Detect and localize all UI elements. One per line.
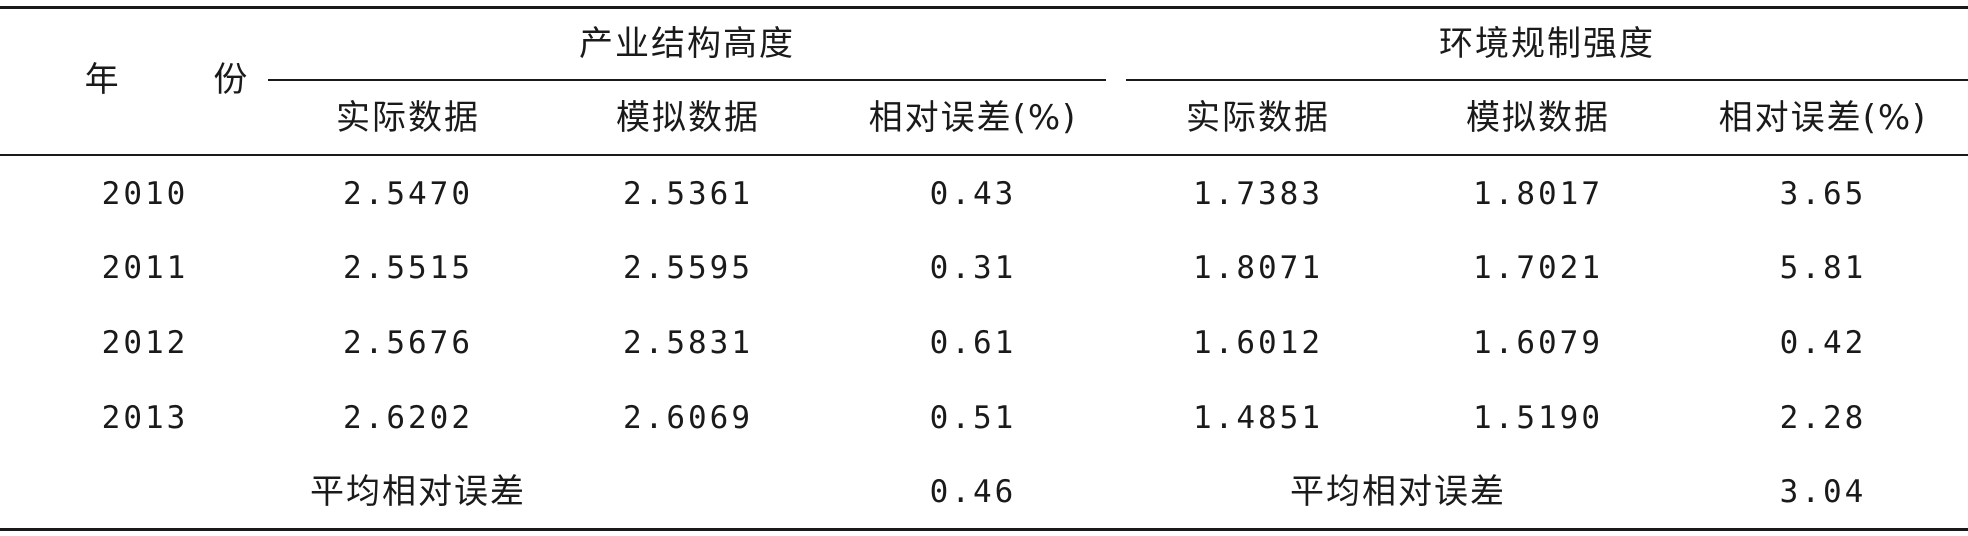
table-row-year: 2011 — [101, 249, 189, 286]
table-cell: 1.8017 — [1473, 175, 1603, 212]
summary-left-label: 平均相对误差 — [310, 472, 526, 512]
table-cell: 2.5595 — [623, 249, 753, 286]
table-cell: 2.28 — [1779, 399, 1867, 436]
table-top-rule — [0, 6, 1968, 9]
table-row-year: 2013 — [101, 399, 189, 436]
header-bottom-rule — [0, 154, 1968, 156]
table-cell: 0.42 — [1779, 324, 1867, 361]
subheader-left-simulated: 模拟数据 — [616, 98, 760, 138]
table-cell: 1.8071 — [1193, 249, 1323, 286]
summary-right-label: 平均相对误差 — [1290, 472, 1506, 512]
table-cell: 2.5831 — [623, 324, 753, 361]
group-right-underline — [1126, 79, 1968, 81]
table-cell: 1.6012 — [1193, 324, 1323, 361]
table-row-year: 2012 — [101, 324, 189, 361]
subheader-right-actual: 实际数据 — [1186, 98, 1330, 138]
year-column-header: 年 份 — [84, 60, 290, 100]
group-left-underline — [268, 79, 1106, 81]
group-header-industrial-structure: 产业结构高度 — [579, 24, 795, 64]
table-cell: 2.5676 — [343, 324, 473, 361]
table-cell: 2.6202 — [343, 399, 473, 436]
table-cell: 1.6079 — [1473, 324, 1603, 361]
table-cell: 1.7021 — [1473, 249, 1603, 286]
table-bottom-rule — [0, 528, 1968, 531]
table-cell: 2.5515 — [343, 249, 473, 286]
table-cell: 2.5361 — [623, 175, 753, 212]
table-cell: 0.43 — [929, 175, 1017, 212]
table-cell: 3.65 — [1779, 175, 1867, 212]
table-cell: 0.31 — [929, 249, 1017, 286]
table-cell: 5.81 — [1779, 249, 1867, 286]
summary-left-value: 0.46 — [929, 473, 1017, 510]
table-row-year: 2010 — [101, 175, 189, 212]
table-cell: 1.4851 — [1193, 399, 1323, 436]
table-cell: 0.51 — [929, 399, 1017, 436]
subheader-left-actual: 实际数据 — [336, 98, 480, 138]
group-header-environmental-regulation: 环境规制强度 — [1439, 24, 1655, 64]
table-cell: 2.6069 — [623, 399, 753, 436]
subheader-right-relative-error: 相对误差(%) — [1718, 98, 1928, 138]
table-cell: 0.61 — [929, 324, 1017, 361]
table-cell: 1.5190 — [1473, 399, 1603, 436]
table-cell: 1.7383 — [1193, 175, 1323, 212]
subheader-left-relative-error: 相对误差(%) — [868, 98, 1078, 138]
table-cell: 2.5470 — [343, 175, 473, 212]
summary-right-value: 3.04 — [1779, 473, 1867, 510]
subheader-right-simulated: 模拟数据 — [1466, 98, 1610, 138]
